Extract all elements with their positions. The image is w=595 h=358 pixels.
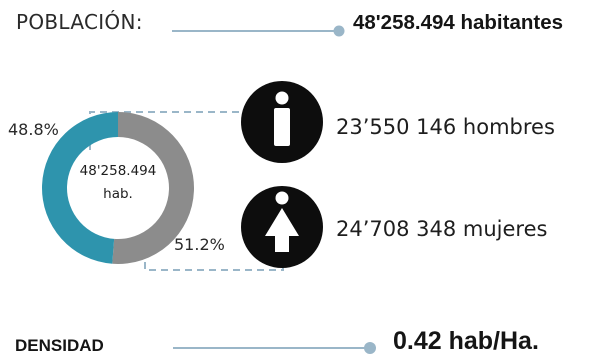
density-connector-dot — [364, 342, 376, 354]
donut-center-number: 48'258.494 — [79, 163, 157, 179]
population-connector-dot — [333, 25, 345, 37]
men-count-text: 23’550 146 hombres — [336, 115, 555, 139]
slice-label-women-percent: 51.2% — [174, 235, 225, 254]
women-dashed-connector — [144, 250, 284, 271]
population-value: 48'258.494 habitantes — [353, 11, 563, 34]
donut-center-unit: hab. — [103, 186, 133, 202]
women-count-text: 24’708 348 mujeres — [336, 217, 548, 241]
man-icon — [241, 81, 323, 163]
slice-label-men-percent: 48.8% — [8, 120, 59, 139]
donut-slice-men — [41, 112, 118, 264]
population-label: POBLACIÓN: — [16, 10, 143, 34]
density-value: 0.42 hab/Ha. — [393, 327, 539, 355]
woman-icon — [241, 186, 323, 268]
donut-chart — [41, 112, 194, 264]
donut-slice-women — [112, 112, 194, 264]
density-label: DENSIDAD — [15, 336, 104, 355]
